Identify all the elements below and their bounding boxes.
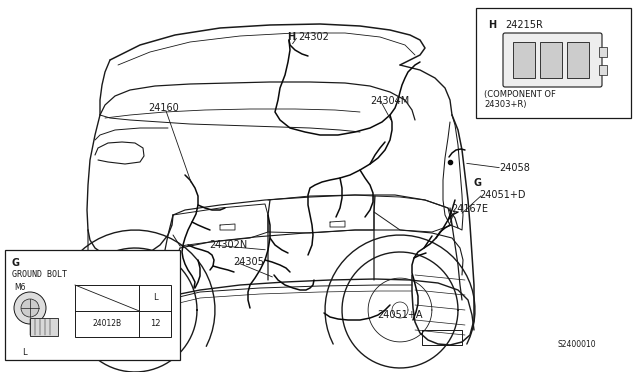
Text: H: H xyxy=(488,20,496,30)
Text: 24304M: 24304M xyxy=(370,96,409,106)
Text: 24012B: 24012B xyxy=(93,320,122,328)
Bar xyxy=(599,65,607,75)
Text: H: H xyxy=(287,32,295,42)
Bar xyxy=(30,318,58,336)
Text: G: G xyxy=(12,258,20,268)
Bar xyxy=(476,8,631,118)
Text: L: L xyxy=(22,348,27,357)
Bar xyxy=(75,285,171,337)
Text: 24302N: 24302N xyxy=(209,240,247,250)
Text: 24051+D: 24051+D xyxy=(479,190,525,200)
Bar xyxy=(5,250,180,360)
Text: G: G xyxy=(474,178,482,188)
Text: 24058: 24058 xyxy=(499,163,530,173)
Bar xyxy=(540,42,562,78)
FancyBboxPatch shape xyxy=(503,33,602,87)
Bar xyxy=(599,47,607,57)
Text: L: L xyxy=(153,294,157,302)
Circle shape xyxy=(21,299,39,317)
Text: 12: 12 xyxy=(150,320,161,328)
Text: S2400010: S2400010 xyxy=(557,340,596,349)
Circle shape xyxy=(14,292,46,324)
Text: (COMPONENT OF: (COMPONENT OF xyxy=(484,90,556,99)
Text: 24167E: 24167E xyxy=(451,204,488,214)
Text: 24051+A: 24051+A xyxy=(377,310,422,320)
Text: M6: M6 xyxy=(14,283,26,292)
Text: GROUND BOLT: GROUND BOLT xyxy=(12,270,67,279)
Text: 24215R: 24215R xyxy=(505,20,543,30)
Text: 24303+R): 24303+R) xyxy=(484,100,527,109)
Text: 24302: 24302 xyxy=(298,32,329,42)
Bar xyxy=(513,42,535,78)
Text: 24160: 24160 xyxy=(148,103,179,113)
Bar xyxy=(567,42,589,78)
Text: 24305: 24305 xyxy=(233,257,264,267)
